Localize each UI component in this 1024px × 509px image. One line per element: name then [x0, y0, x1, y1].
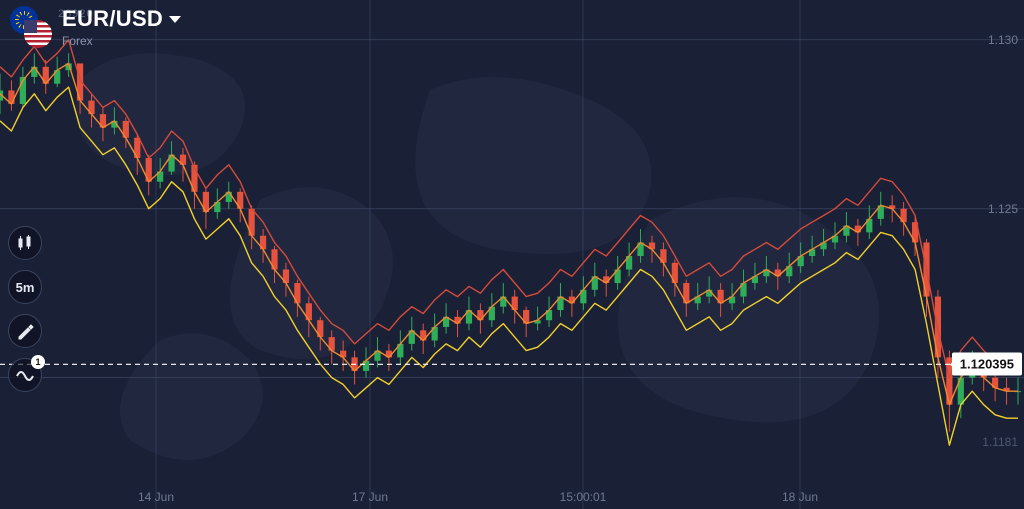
pair-selector[interactable]: EUR/USD: [62, 6, 181, 32]
x-axis-label: 15:00:01: [560, 490, 607, 504]
x-axis-label: 18 Jun: [782, 490, 818, 504]
pair-flags-icon: [10, 6, 52, 46]
pencil-icon: [16, 322, 34, 340]
y-axis-label: 1.125: [988, 202, 1018, 216]
candlestick-icon: [16, 234, 34, 252]
indicators-button[interactable]: 1: [8, 358, 42, 392]
drawing-tools-button[interactable]: [8, 314, 42, 348]
chevron-down-icon: [169, 16, 181, 23]
timeframe-label: 5m: [16, 280, 35, 295]
price-chart[interactable]: [0, 0, 1024, 509]
pair-symbol: EUR/USD: [62, 6, 163, 32]
chart-toolbar: 5m 1: [8, 226, 42, 392]
indicator-count-badge: 1: [31, 355, 45, 369]
pair-category: Forex: [62, 34, 181, 48]
x-axis-label: 17 Jun: [352, 490, 388, 504]
current-price-tag: 1.120395: [952, 353, 1022, 376]
chart-app: 1.120395 28920 EUR/USD Forex 5m: [0, 0, 1024, 509]
y-axis-label: 1.130: [988, 33, 1018, 47]
timeframe-button[interactable]: 5m: [8, 270, 42, 304]
chart-type-button[interactable]: [8, 226, 42, 260]
y-axis-label: 1.1181: [982, 435, 1018, 449]
x-axis-label: 14 Jun: [138, 490, 174, 504]
current-price-value: 1.120395: [960, 357, 1014, 372]
pair-header: EUR/USD Forex: [10, 6, 181, 48]
wave-icon: [16, 366, 34, 384]
us-flag-icon: [24, 20, 52, 48]
